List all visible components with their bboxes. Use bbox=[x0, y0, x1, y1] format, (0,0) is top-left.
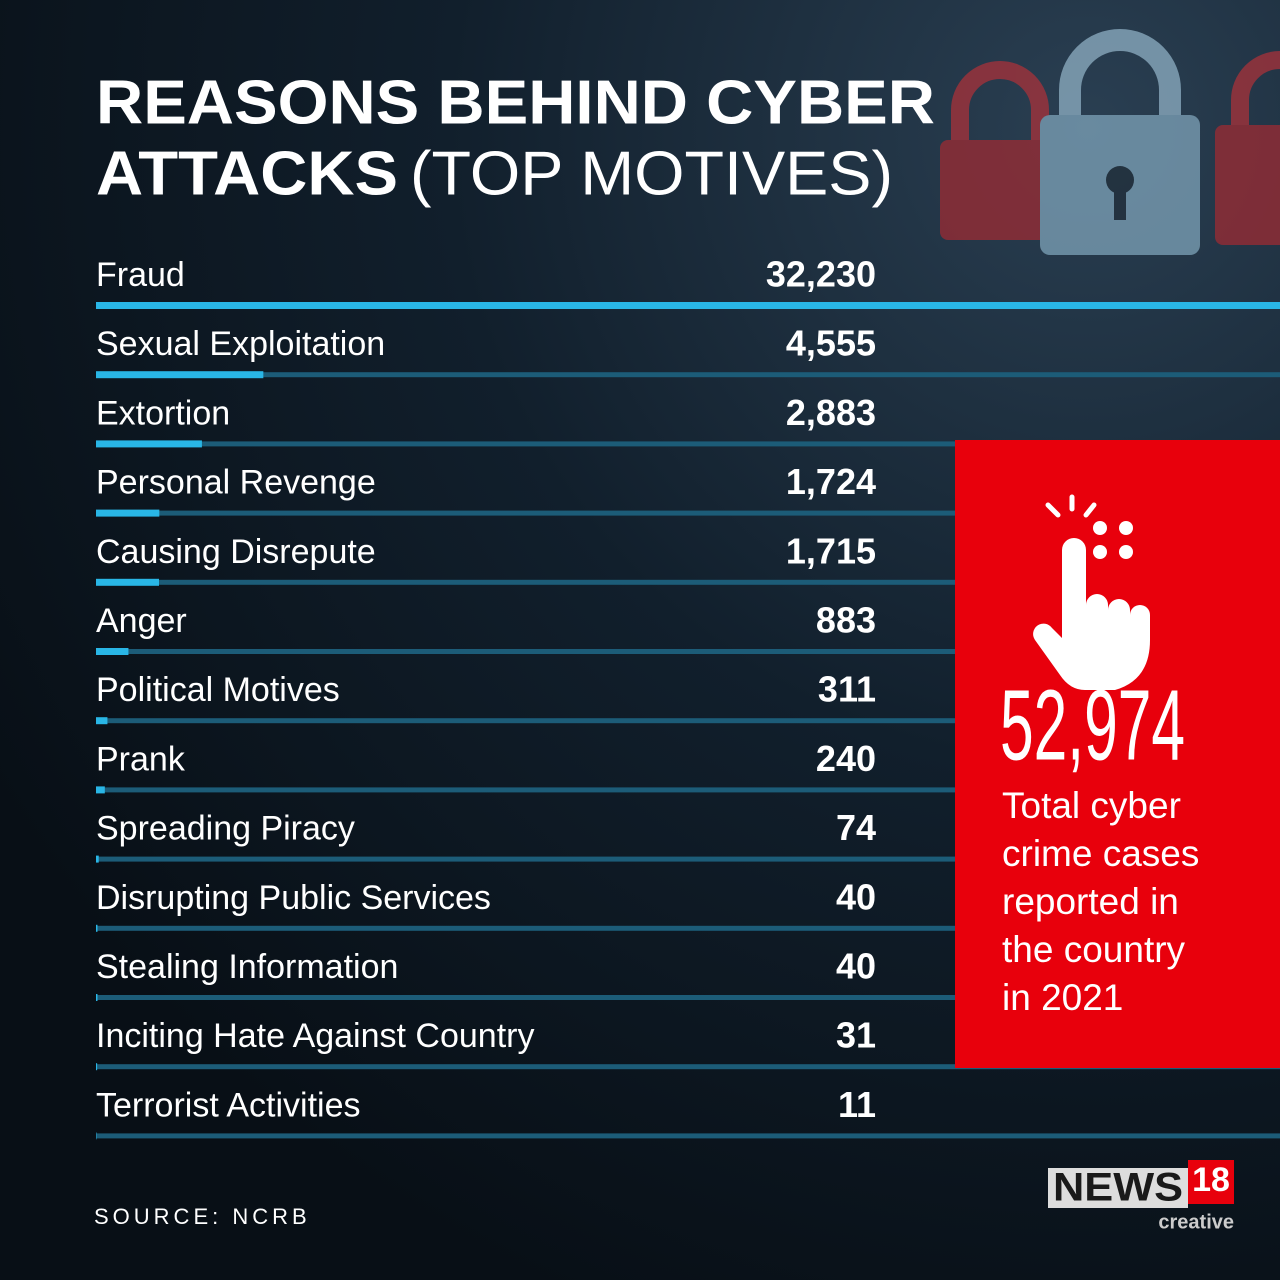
category-label: Prank bbox=[96, 740, 186, 778]
callout-caption: in 2021 bbox=[1002, 977, 1123, 1018]
logo-name: NEWS bbox=[1053, 1166, 1183, 1210]
bar bbox=[96, 509, 160, 517]
category-label: Extortion bbox=[96, 394, 230, 432]
bar-track bbox=[96, 649, 1280, 654]
bar-track bbox=[96, 1133, 1280, 1139]
logo-tagline: creative bbox=[1158, 1211, 1234, 1233]
bar bbox=[96, 371, 264, 379]
value-label: 2,883 bbox=[786, 392, 876, 433]
value-label: 40 bbox=[836, 946, 876, 987]
category-label: Personal Revenge bbox=[96, 464, 376, 502]
value-label: 4,555 bbox=[786, 323, 876, 364]
rows: Fraud 32,230 Sexual Exploitation 4,555 Extor… bbox=[96, 254, 1280, 1140]
bar-track bbox=[96, 579, 1280, 585]
padlocks bbox=[940, 29, 1280, 255]
value-label: 40 bbox=[836, 876, 876, 917]
category-label: Political Motives bbox=[96, 671, 340, 709]
source: SOURCE: NCRB bbox=[94, 1204, 311, 1229]
value-label: 1,715 bbox=[786, 530, 876, 571]
bar-track bbox=[96, 1064, 1280, 1070]
callout-value: 52,974 bbox=[1000, 669, 1185, 781]
subtitle: (TOP MOTIVES) bbox=[410, 139, 893, 208]
category-label: Disrupting Public Services bbox=[96, 879, 491, 917]
bar-track bbox=[96, 441, 1280, 447]
bar bbox=[96, 924, 98, 932]
bar-track bbox=[96, 372, 1280, 378]
bar bbox=[96, 578, 160, 586]
bar-track bbox=[96, 856, 1280, 862]
bar-track bbox=[96, 925, 1280, 931]
category-label: Anger bbox=[96, 602, 187, 640]
bar bbox=[96, 855, 99, 863]
category-label: Terrorist Activities bbox=[96, 1086, 361, 1124]
hand-icon bbox=[1033, 494, 1150, 690]
value-label: 31 bbox=[836, 1015, 876, 1056]
category-label: Stealing Information bbox=[96, 948, 398, 986]
value-label: 32,230 bbox=[766, 254, 876, 295]
title: ATTACKS bbox=[96, 139, 398, 208]
callout-box bbox=[955, 440, 1280, 1068]
callout: 52,974 Total cyber crime cases reported in… bbox=[955, 440, 1280, 1068]
logo: NEWS 18 creative bbox=[1048, 1160, 1234, 1233]
value-label: 74 bbox=[836, 807, 876, 848]
category-label: Causing Disrepute bbox=[96, 533, 376, 571]
bar bbox=[96, 648, 129, 655]
bar-track bbox=[96, 995, 1280, 1000]
bar bbox=[96, 440, 202, 448]
bar bbox=[96, 786, 105, 794]
category-label: Fraud bbox=[96, 256, 185, 294]
callout-caption: reported in bbox=[1002, 881, 1179, 922]
value-label: 11 bbox=[838, 1084, 876, 1125]
bar-track bbox=[96, 787, 1280, 793]
logo-number: 18 bbox=[1192, 1161, 1230, 1199]
bar bbox=[96, 302, 1280, 309]
bar-track bbox=[96, 510, 1280, 516]
bar bbox=[96, 717, 108, 725]
value-label: 1,724 bbox=[786, 461, 876, 502]
category-label: Inciting Hate Against Country bbox=[96, 1017, 534, 1055]
category-label: Sexual Exploitation bbox=[96, 325, 385, 363]
value-label: 883 bbox=[816, 600, 876, 641]
callout-caption: Total cyber bbox=[1002, 785, 1181, 826]
title: REASONS BEHIND CYBER bbox=[96, 68, 935, 137]
bar bbox=[96, 994, 98, 1001]
bar-track bbox=[96, 718, 1280, 724]
category-label: Spreading Piracy bbox=[96, 810, 355, 848]
bar bbox=[96, 1063, 98, 1071]
callout-caption: the country bbox=[1002, 929, 1186, 970]
value-label: 240 bbox=[816, 738, 876, 779]
value-label: 311 bbox=[818, 669, 876, 710]
callout-caption: crime cases bbox=[1002, 833, 1199, 874]
